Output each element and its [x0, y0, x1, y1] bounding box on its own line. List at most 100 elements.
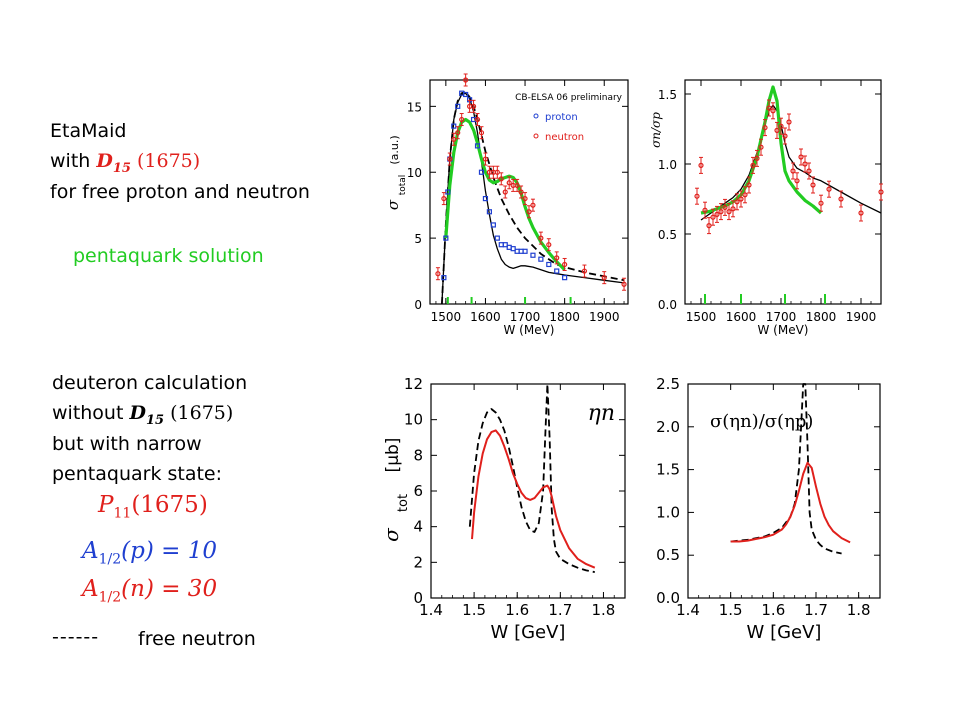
top_right-neutron-point — [742, 192, 748, 198]
top_right-neutron-point — [738, 196, 744, 202]
top_left-proton-point — [463, 91, 469, 98]
top_left-neutron-point — [506, 180, 512, 186]
top_left-proton-point — [486, 209, 492, 215]
top_right-neutron-point — [838, 196, 844, 202]
top_right-neutron-point — [758, 144, 764, 150]
bottom_left-ytick-label: 0 — [413, 589, 423, 607]
bottom_right-ytick-label: 2.5 — [656, 375, 680, 393]
top_right-neutron-point — [734, 199, 740, 205]
bottom_right-chart — [687, 383, 881, 599]
top_left-neutron-point — [601, 275, 607, 281]
eta-n-annotation: ηn — [588, 401, 615, 426]
top_right-xtick-label: 1800 — [806, 310, 837, 324]
top_left-neutron-point — [451, 136, 457, 142]
top_right-neutron-point — [802, 161, 808, 167]
top_left-chart — [429, 73, 629, 305]
bottom_right-xtick-label: 1.8 — [847, 601, 871, 619]
p11-letter: P — [98, 492, 114, 518]
top_right-neutron-point — [770, 108, 776, 114]
top_right-neutron-point — [750, 162, 756, 168]
top_right-neutron-point — [718, 209, 724, 215]
top_left-neutron-point — [546, 242, 552, 248]
top_right-ytick-label: 0.5 — [658, 228, 677, 242]
top_right-neutron-point — [782, 133, 788, 139]
bottom-left-ylabel-sym: σ — [379, 527, 403, 542]
top_left-neutron-point — [470, 103, 477, 109]
top_left-series-black-dashed — [441, 91, 625, 305]
bottom_left-ytick-label: 8 — [413, 446, 423, 464]
neutron-legend-marker — [533, 133, 539, 139]
without-d15-line: without D15 (1675) — [52, 402, 233, 428]
bottom_right-ytick-label: 2.0 — [656, 418, 680, 436]
neutron-legend-label: neutron — [545, 132, 584, 143]
free-neutron-legend-dash: ------ — [52, 626, 100, 648]
bottom_left-xtick-label: 1.7 — [548, 601, 572, 619]
with-word: with — [50, 150, 91, 172]
pentaquark-solution-label: pentaquark solution — [73, 245, 264, 267]
top_left-neutron-point — [526, 209, 532, 215]
d15-mass-2: (1675) — [170, 402, 234, 424]
top_left-proton-point — [474, 143, 481, 149]
with-d15-line: with D15 (1675) — [50, 150, 200, 176]
a-p-rest: (p) = 10 — [121, 538, 217, 564]
bottom_left-xtick-label: 1.4 — [419, 601, 443, 619]
top_right-neutron-point — [818, 200, 824, 206]
d15-mass: (1675) — [136, 150, 201, 172]
a-half-proton: A1/2(p) = 10 — [82, 538, 217, 568]
d15-sub: 15 — [112, 160, 131, 176]
bottom_right-ytick-label: 1.5 — [656, 461, 680, 479]
proton-legend-marker — [533, 113, 539, 119]
top_right-xtick-label: 1500 — [686, 310, 717, 324]
top_left-proton-point — [494, 235, 500, 241]
d15-sub-2: 15 — [145, 412, 165, 428]
top_right-xtick-label: 1700 — [766, 310, 797, 324]
a-n-letter: A — [82, 576, 99, 602]
top_left-neutron-point — [494, 169, 500, 175]
top-left-ylabel-sym: σ — [384, 199, 402, 210]
top_left-proton-point — [562, 275, 568, 281]
bottom_right-xtick-label: 1.4 — [676, 601, 700, 619]
ratio-annotation: σ(ηn)/σ(ηp) — [710, 411, 813, 432]
bottom_left-ytick-label: 6 — [413, 482, 423, 500]
p11-sub: 11 — [113, 505, 132, 522]
a-p-sub: 1/2 — [98, 551, 122, 568]
top_left-neutron-point — [621, 281, 627, 287]
top-left-ylabel-sub: total — [398, 175, 408, 196]
top_left-neutron-point — [455, 130, 461, 136]
proton-legend-label: proton — [545, 112, 578, 123]
top_right-neutron-point — [694, 193, 700, 199]
top_right-neutron-point — [754, 155, 760, 161]
top_left-neutron-point — [498, 176, 504, 182]
top_right-neutron-point — [790, 168, 796, 174]
bottom_right-series-black-dashed — [730, 383, 842, 555]
bottom_left-ytick-label: 12 — [404, 375, 423, 393]
bottom_left-xtick-label: 1.5 — [462, 601, 486, 619]
top_right-neutron-point — [730, 206, 736, 212]
top_right-neutron-point — [806, 168, 812, 174]
top_left-proton-point — [455, 103, 461, 109]
etamaid-label: EtaMaid — [50, 120, 127, 142]
bottom_left-xlabel: W [GeV] — [491, 622, 566, 643]
top_left-neutron-point — [502, 189, 508, 195]
bottom_right-ytick-label: 1.0 — [656, 503, 680, 521]
top_left-neutron-point — [538, 235, 544, 241]
top-right-ylabel: σn/σp — [649, 112, 663, 148]
cb-elsa-annotation: CB-ELSA 06 preliminary — [515, 93, 623, 103]
top_left-proton-point — [443, 235, 449, 241]
bottom_left-ytick-label: 4 — [413, 518, 423, 536]
top_right-ytick-label: 1.0 — [658, 158, 677, 172]
top_left-xtick-label: 1800 — [549, 310, 580, 324]
top_left-neutron-point — [447, 156, 453, 162]
bottom-left-ylabel-sub: tot — [396, 494, 411, 512]
without-word: without — [52, 402, 124, 424]
p11-label: P11(1675) — [98, 492, 208, 522]
top_left-neutron-point — [459, 116, 465, 123]
free-proton-neutron-label: for free proton and neutron — [50, 181, 310, 203]
top_left-ytick-label: 0 — [414, 298, 422, 312]
top_left-neutron-point — [435, 271, 441, 277]
top_right-neutron-point — [798, 154, 804, 160]
top_right-neutron-point — [710, 214, 716, 220]
top-left-ylabel-unit: (a.u.) — [388, 135, 401, 164]
free-neutron-legend-text: free neutron — [138, 628, 256, 650]
top_left-neutron-point — [474, 116, 481, 123]
